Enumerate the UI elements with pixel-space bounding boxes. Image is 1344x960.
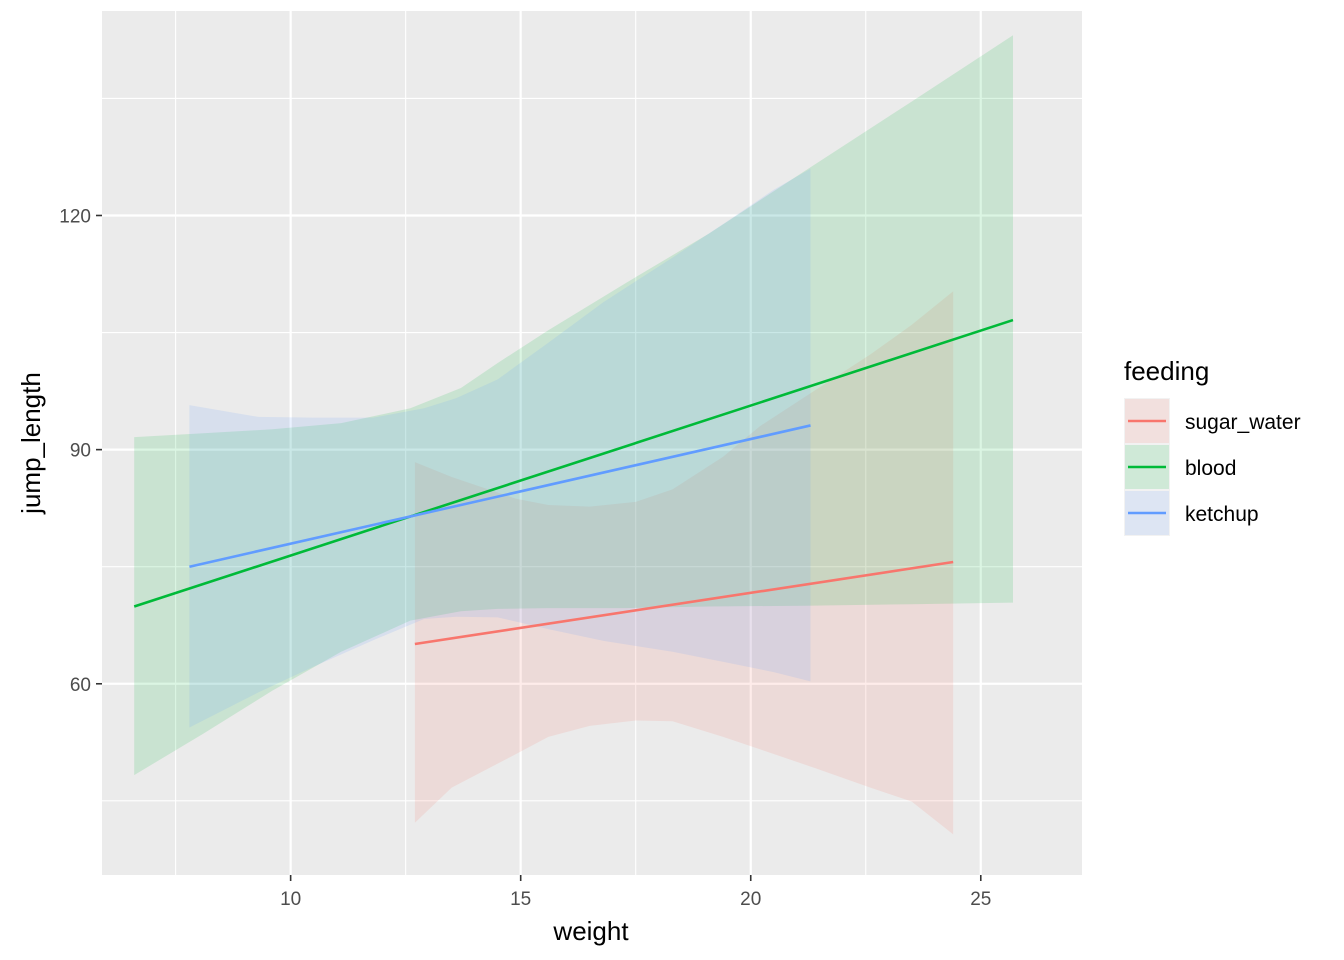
series-line-blood: [133, 318, 1014, 608]
x-tick-label: 10: [280, 889, 301, 910]
y-axis-title: jump_length: [16, 372, 46, 515]
series-lines: [133, 318, 1014, 646]
panel-background: [102, 11, 1082, 875]
grid-major: [102, 11, 1082, 875]
series-line-sugar_water: [414, 560, 954, 646]
series-line-ketchup: [189, 424, 811, 568]
y-tick-label: 60: [70, 675, 91, 696]
x-tick-label: 15: [510, 889, 531, 910]
x-tick-label: 25: [970, 889, 991, 910]
legend-label: ketchup: [1185, 503, 1259, 526]
y-tick-label: 120: [59, 206, 91, 227]
confidence-band-ketchup: [189, 168, 811, 728]
confidence-band-sugar_water: [414, 291, 954, 835]
legend-item-blood: blood: [1124, 444, 1236, 490]
confidence-bands: [134, 35, 1013, 835]
legend-item-ketchup: ketchup: [1124, 490, 1259, 536]
legend-title: feeding: [1124, 356, 1209, 386]
x-tick-label: 20: [740, 889, 761, 910]
y-tick-label: 90: [70, 441, 91, 462]
x-axis-title: weight: [552, 916, 629, 946]
x-axis: 10 15 20 25: [280, 875, 991, 910]
legend-label: blood: [1185, 457, 1236, 480]
legend-label: sugar_water: [1185, 411, 1301, 434]
y-axis: 60 90 120: [59, 206, 102, 696]
confidence-band-blood: [134, 35, 1013, 776]
legend-item-sugar_water: sugar_water: [1124, 398, 1301, 444]
